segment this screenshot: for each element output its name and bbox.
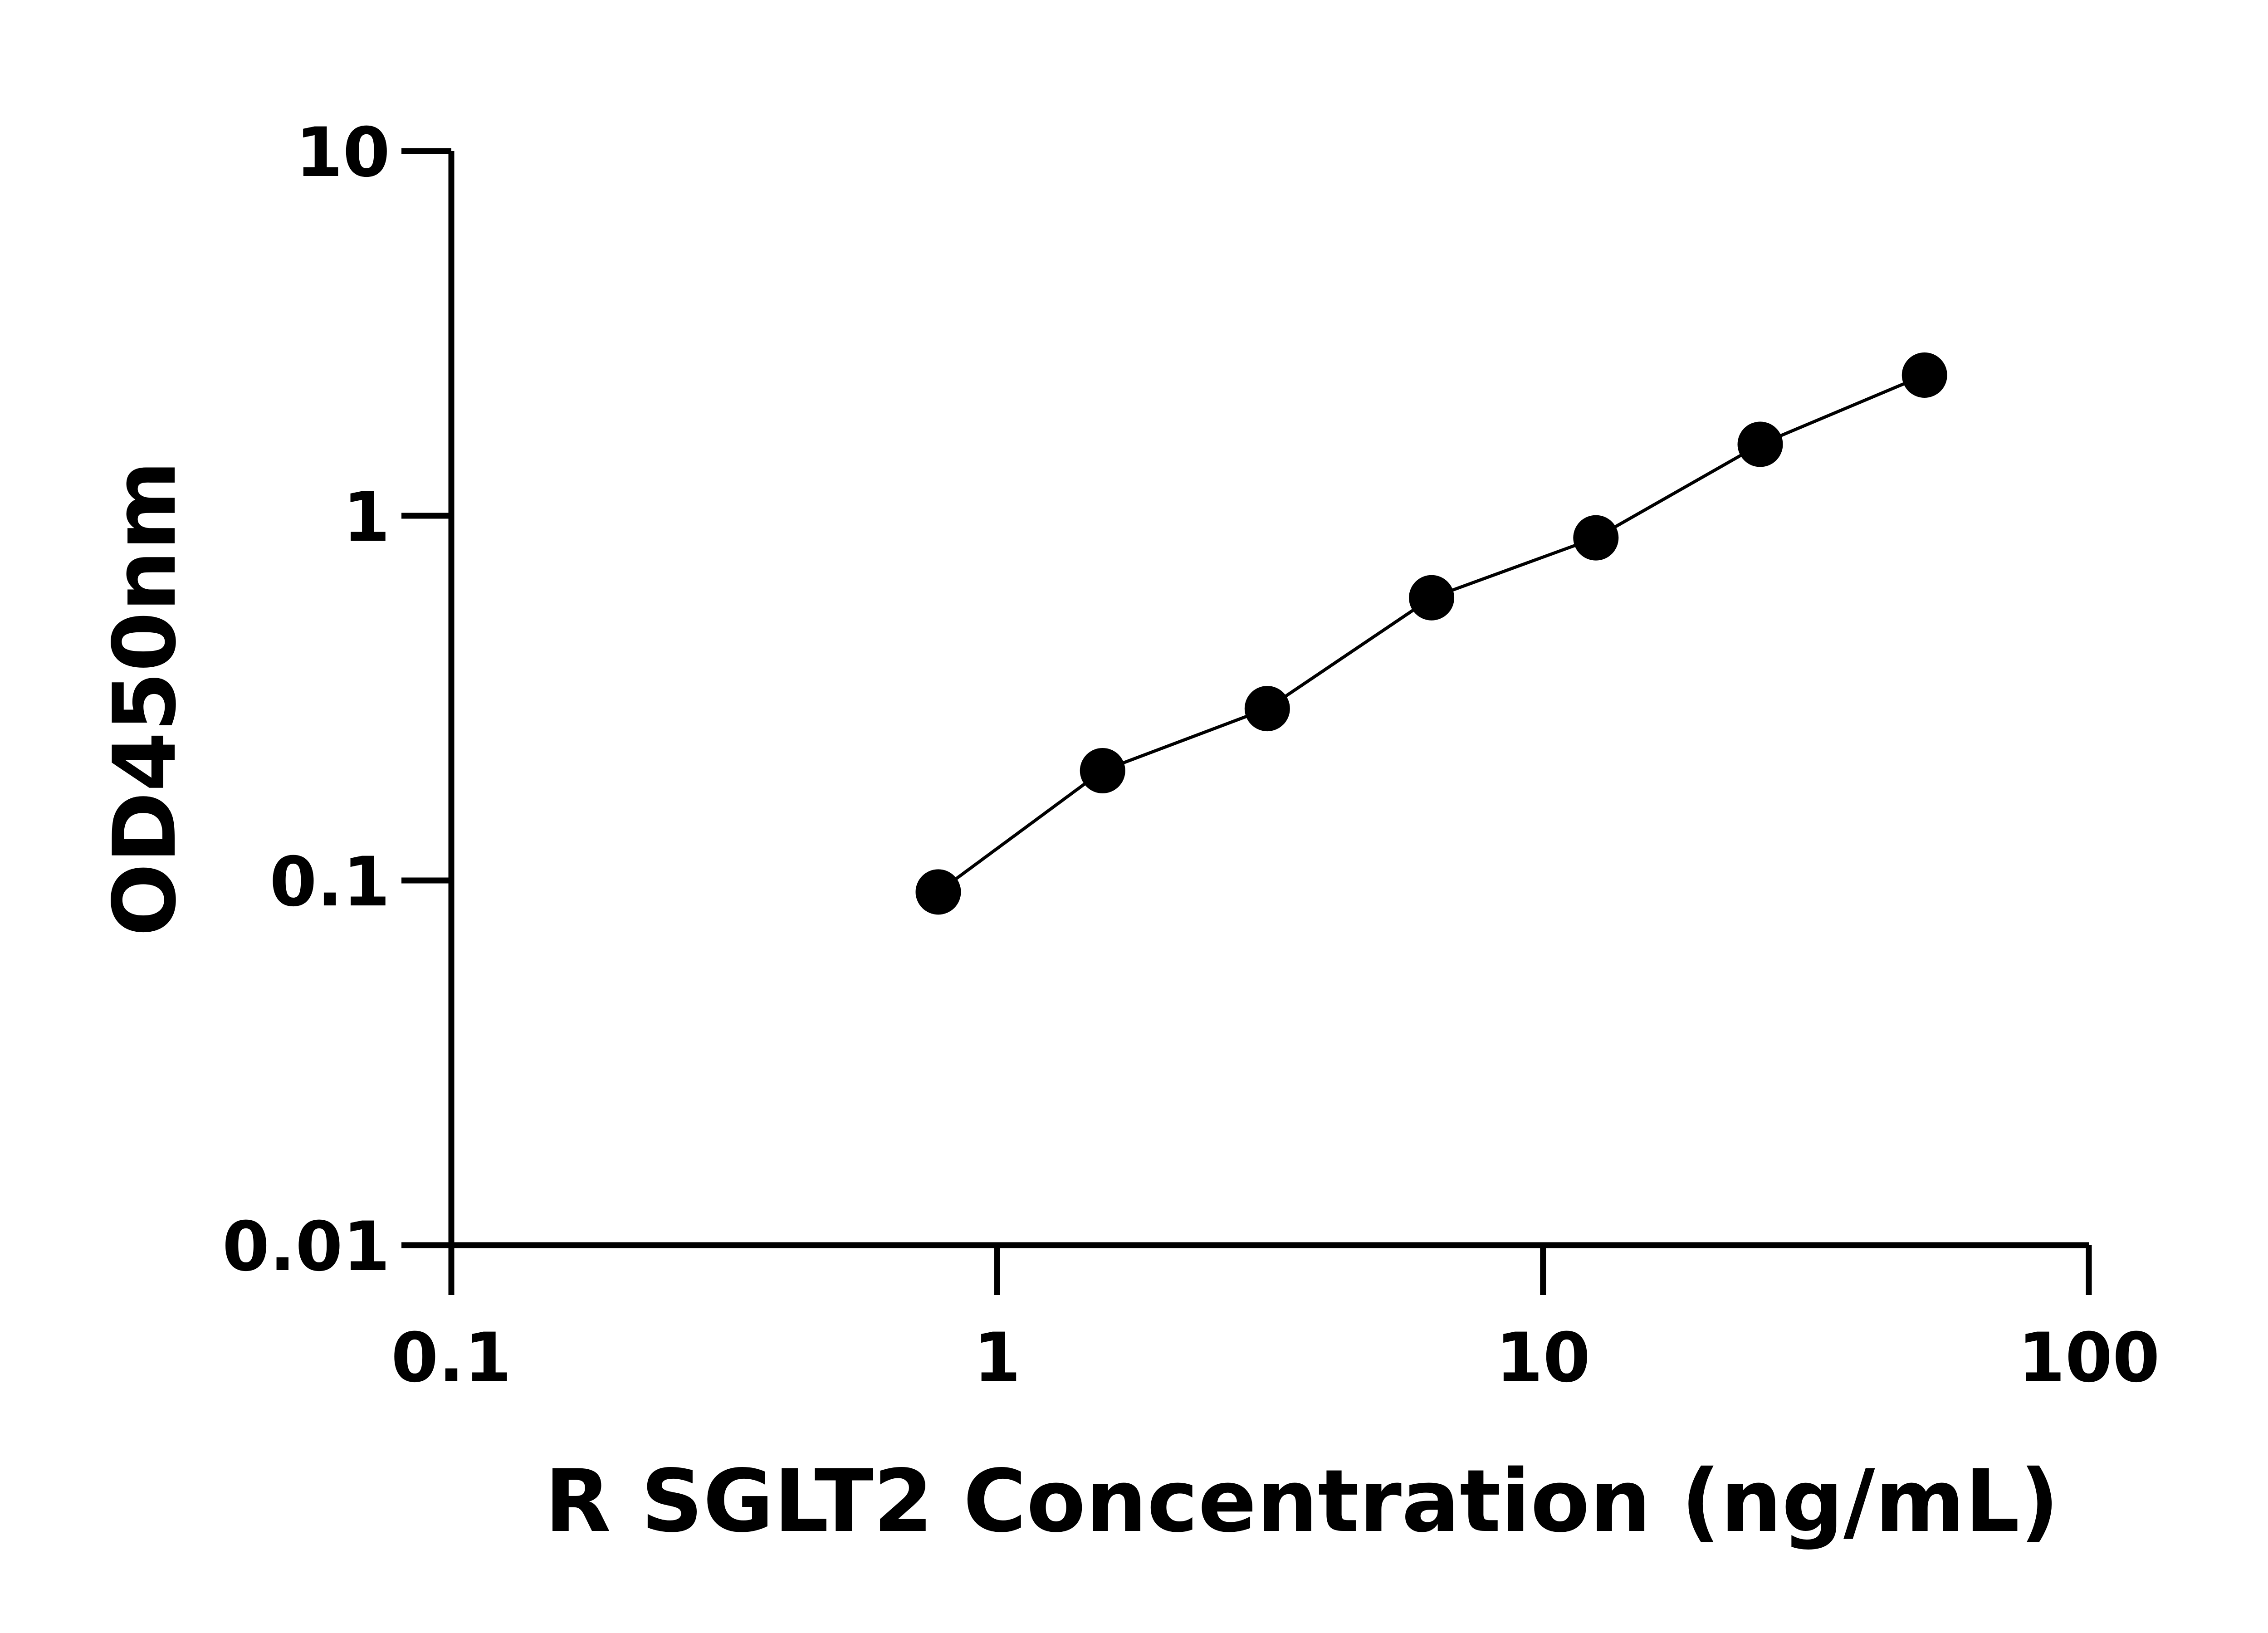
y-tick-label: 10 [295,113,390,192]
x-tick-label: 10 [1496,1319,1590,1398]
x-axis-title: R SGLT2 Concentration (ng/mL) [545,1451,2059,1551]
data-point [1737,421,1783,467]
data-point [1573,515,1619,561]
y-axis-title: OD450nm [95,460,195,936]
data-point [1080,748,1125,793]
data-point [1901,352,1947,398]
y-tick-label: 1 [343,478,390,557]
y-tick-label: 0.1 [269,843,390,922]
data-point [1244,686,1290,732]
data-point [1409,575,1455,621]
data-marks [915,352,1947,915]
x-tick-label: 1 [973,1319,1021,1398]
data-point [915,869,961,915]
x-tick-label: 0.1 [391,1319,512,1398]
x-tick-label: 100 [2018,1319,2160,1398]
y-tick-label: 0.01 [222,1208,390,1286]
